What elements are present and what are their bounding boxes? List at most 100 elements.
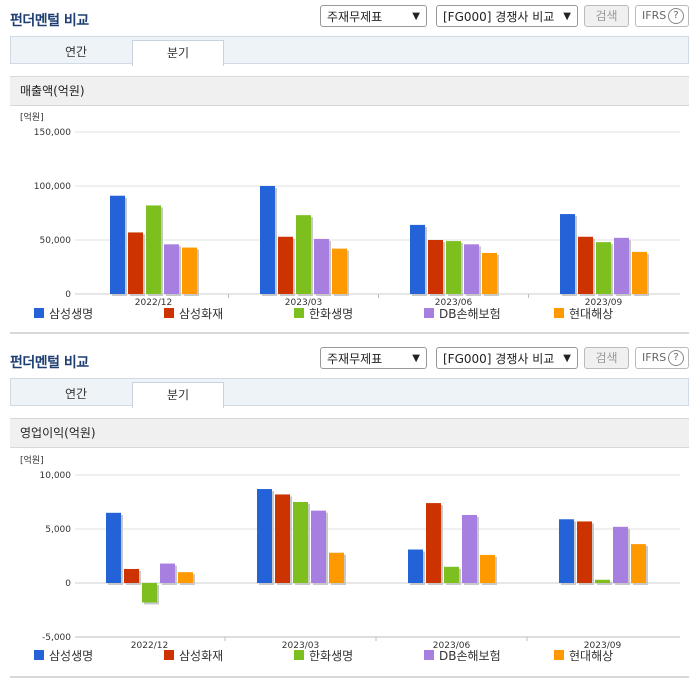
- bar: [428, 240, 443, 294]
- bar: [278, 236, 293, 294]
- bar: [559, 519, 574, 583]
- bar: [596, 242, 611, 294]
- ifrs-label: IFRS: [642, 9, 667, 22]
- compare-select-value: [FG000] 경쟁사 비교: [443, 10, 555, 24]
- bar-shadow: [597, 581, 612, 585]
- bar: [296, 215, 311, 294]
- compare-select[interactable]: [FG000] 경쟁사 비교 ▼: [436, 5, 578, 27]
- unit-label: [억원]: [20, 111, 44, 123]
- page-title: 펀더멘털 비교: [10, 13, 89, 29]
- statement-select[interactable]: 주재무제표 ▼: [320, 5, 427, 27]
- legend-label: 삼성생명: [49, 307, 93, 321]
- bar: [164, 244, 179, 294]
- bar: [257, 489, 272, 583]
- search-button[interactable]: 검색: [584, 5, 629, 27]
- y-tick-label: -5,000: [42, 633, 71, 643]
- bar: [560, 214, 575, 294]
- legend-swatch: [164, 308, 174, 318]
- legend-swatch: [294, 650, 304, 660]
- y-tick-label: 150,000: [34, 128, 71, 138]
- page-title: 펀더멘털 비교: [10, 355, 89, 371]
- bar: [260, 186, 275, 294]
- bar: [482, 252, 497, 294]
- period-tabs: 연간 분기: [10, 378, 689, 408]
- tab-quarterly[interactable]: 분기: [132, 40, 224, 66]
- y-tick-label: 0: [65, 290, 71, 300]
- ifrs-button[interactable]: IFRS?: [635, 5, 689, 27]
- bar: [462, 514, 477, 583]
- chevron-down-icon: ▼: [563, 353, 571, 364]
- bar: [410, 224, 425, 294]
- bar: [613, 526, 628, 583]
- legend-label: 현대해상: [569, 649, 613, 663]
- bar: [110, 195, 125, 294]
- legend-label: 현대해상: [569, 307, 613, 321]
- legend-label: 삼성화재: [179, 649, 223, 663]
- chevron-down-icon: ▼: [412, 11, 420, 22]
- x-tick-label: 2023/09: [585, 298, 623, 308]
- tab-annual[interactable]: 연간: [64, 387, 88, 401]
- legend-label: 삼성생명: [49, 649, 93, 663]
- x-tick-label: 2023/09: [584, 641, 622, 651]
- x-tick-label: 2023/03: [282, 641, 319, 651]
- statement-select[interactable]: 주재무제표 ▼: [320, 347, 427, 369]
- panel-operating-income: 펀더멘털 비교 주재무제표 ▼ [FG000] 경쟁사 비교 ▼ 검색 IFRS? …: [0, 342, 696, 684]
- search-button[interactable]: 검색: [584, 347, 629, 369]
- panel-revenue: 펀더멘털 비교 주재무제표 ▼ [FG000] 경쟁사 비교 ▼ 검색 IFRS? …: [0, 0, 696, 336]
- bar: [595, 579, 610, 583]
- revenue-chart: [억원] 150,000 100,000 50,000 0 2022/12 2023/03 2…: [20, 111, 680, 321]
- legend-swatch: [294, 308, 304, 318]
- divider: [10, 676, 689, 678]
- bar: [160, 563, 175, 583]
- period-tabs: 연간 분기: [10, 36, 689, 66]
- bar: [426, 503, 441, 583]
- legend-swatch: [164, 650, 174, 660]
- legend-label: 삼성화재: [179, 307, 223, 321]
- tab-quarterly[interactable]: 분기: [132, 382, 224, 408]
- statement-select-value: 주재무제표: [327, 352, 383, 366]
- tab-annual[interactable]: 연간: [64, 45, 88, 59]
- legend-swatch: [34, 650, 44, 660]
- y-tick-label: 0: [65, 579, 71, 589]
- y-tick-label: 5,000: [45, 525, 71, 535]
- divider: [10, 332, 689, 334]
- y-tick-label: 50,000: [40, 236, 72, 246]
- bar: [332, 248, 347, 294]
- chevron-down-icon: ▼: [412, 353, 420, 364]
- bar: [464, 244, 479, 294]
- bar: [275, 494, 290, 583]
- legend-label: 한화생명: [309, 649, 353, 663]
- bar: [480, 554, 495, 583]
- bar: [142, 583, 157, 603]
- x-tick-label: 2023/06: [433, 641, 471, 651]
- bar: [146, 205, 161, 294]
- legend-label: DB손해보험: [439, 649, 501, 663]
- bar: [178, 572, 193, 583]
- bar: [128, 232, 143, 294]
- chevron-down-icon: ▼: [563, 11, 571, 22]
- help-icon: ?: [668, 8, 684, 24]
- legend-swatch: [554, 308, 564, 318]
- x-tick-label: 2022/12: [135, 298, 172, 308]
- compare-select[interactable]: [FG000] 경쟁사 비교 ▼: [436, 347, 578, 369]
- bar: [311, 510, 326, 583]
- bar: [106, 512, 121, 583]
- section-title: 매출액(억원): [10, 76, 689, 106]
- legend-label: 한화생명: [309, 307, 353, 321]
- operating-income-chart: [억원] 10,000 5,000 0 -5,000 2022/12 2023/03 2023…: [20, 454, 680, 663]
- bar: [314, 238, 329, 294]
- x-tick-label: 2023/03: [285, 298, 322, 308]
- bar: [444, 566, 459, 583]
- legend-swatch: [424, 650, 434, 660]
- unit-label: [억원]: [20, 454, 44, 466]
- bar: [614, 237, 629, 294]
- bar: [182, 247, 197, 294]
- bar: [577, 521, 592, 583]
- legend-swatch: [424, 308, 434, 318]
- bar: [578, 236, 593, 294]
- y-tick-label: 100,000: [34, 182, 71, 192]
- legend-swatch: [34, 308, 44, 318]
- ifrs-button[interactable]: IFRS?: [635, 347, 689, 369]
- help-icon: ?: [668, 350, 684, 366]
- statement-select-value: 주재무제표: [327, 10, 383, 24]
